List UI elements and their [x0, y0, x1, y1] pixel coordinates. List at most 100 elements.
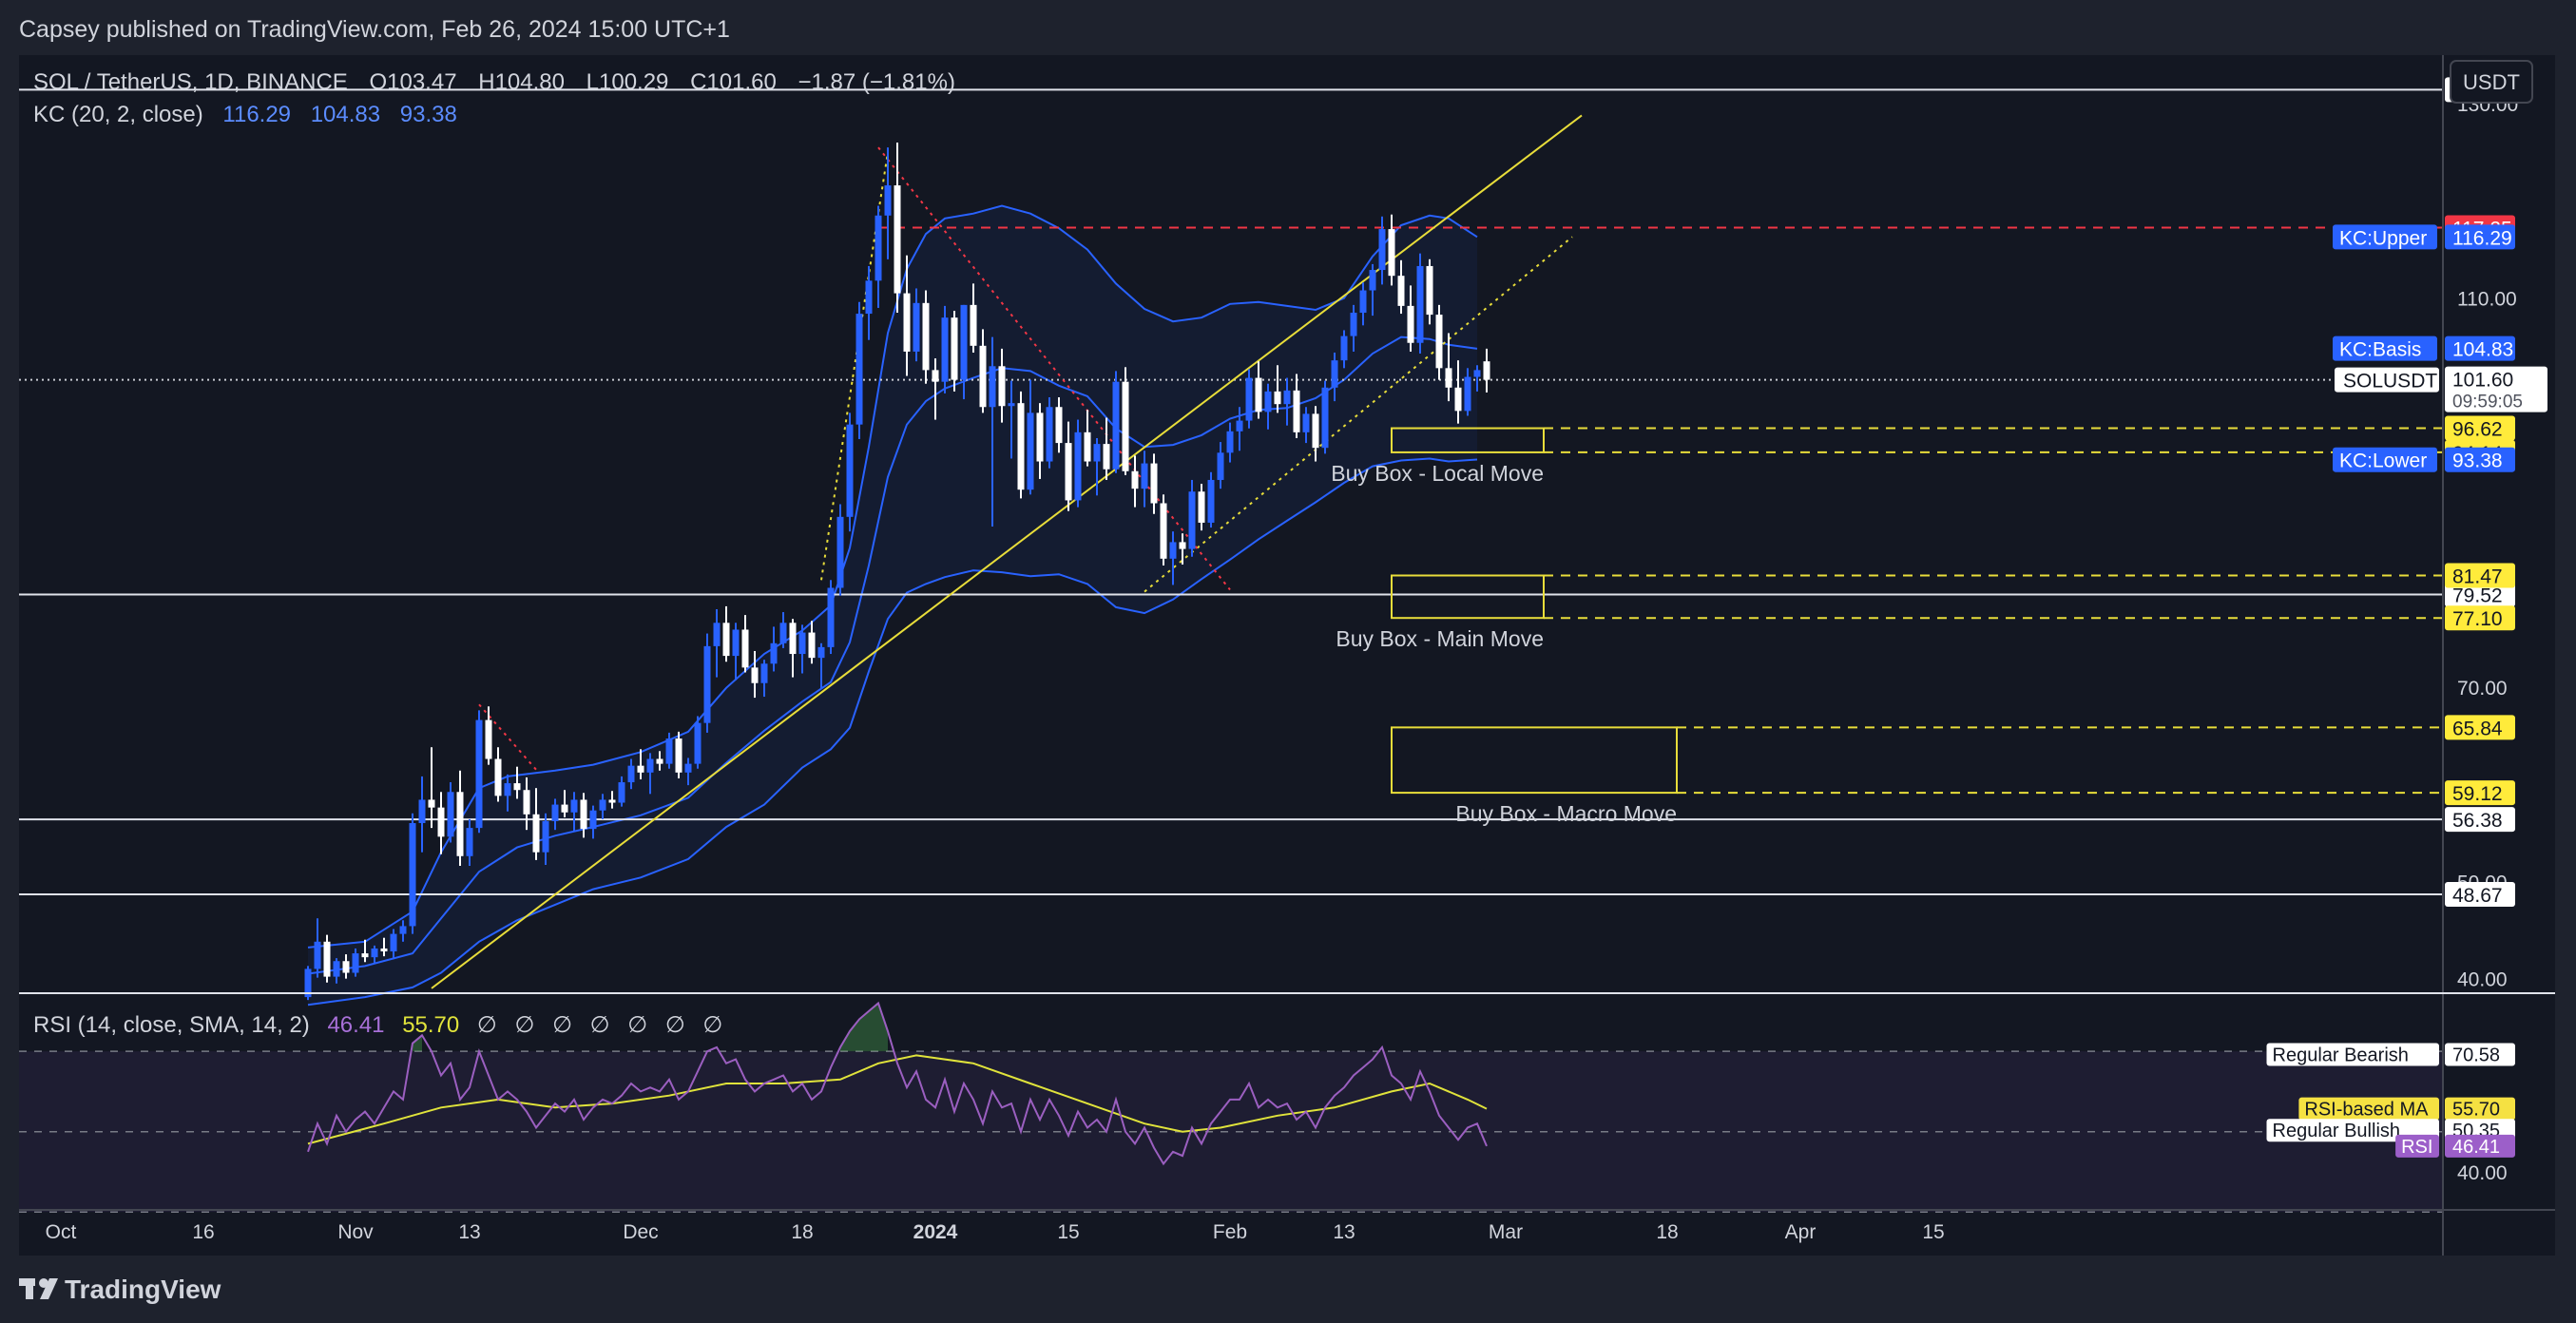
buy-box[interactable] [1391, 574, 1545, 620]
candle-body[interactable] [627, 765, 635, 783]
candle-body[interactable] [561, 804, 568, 813]
candle-body[interactable] [1217, 452, 1224, 480]
candle-body[interactable] [390, 933, 397, 952]
candle-body[interactable] [1416, 265, 1424, 343]
candle-body[interactable] [418, 799, 426, 824]
candle-body[interactable] [437, 807, 445, 837]
candle-body[interactable] [314, 941, 321, 969]
candle-body[interactable] [798, 632, 806, 655]
candle-body[interactable] [1264, 391, 1272, 412]
candle-body[interactable] [970, 304, 977, 346]
rsi-legend[interactable]: RSI (14, close, SMA, 14, 2) 46.41 55.70 … [33, 1012, 722, 1038]
candle-body[interactable] [789, 623, 797, 655]
candle-body[interactable] [1283, 390, 1291, 405]
candle-body[interactable] [361, 953, 369, 958]
candle-body[interactable] [1084, 431, 1091, 462]
rsi-ma-line[interactable] [307, 1054, 1488, 1145]
candle-body[interactable] [656, 758, 663, 764]
candle-body[interactable] [570, 799, 578, 813]
candle-body[interactable] [399, 926, 407, 934]
candle-body[interactable] [846, 424, 854, 517]
candle-body[interactable] [304, 968, 312, 998]
candle-body[interactable] [1065, 443, 1072, 501]
candle-body[interactable] [1321, 387, 1329, 449]
candle-body[interactable] [428, 799, 435, 808]
candle-body[interactable] [722, 623, 730, 657]
candle-body[interactable] [380, 948, 388, 952]
candle-body[interactable] [1122, 381, 1129, 471]
tradingview-logo[interactable]: TradingView [19, 1275, 221, 1304]
candle-body[interactable] [542, 820, 549, 853]
candle-body[interactable] [589, 810, 597, 830]
candle-body[interactable] [675, 738, 682, 773]
candle-body[interactable] [741, 629, 749, 668]
candle-body[interactable] [1093, 444, 1101, 462]
candle-body[interactable] [485, 719, 492, 759]
candle-body[interactable] [827, 587, 835, 647]
trendline[interactable] [877, 146, 1231, 591]
candle-body[interactable] [770, 642, 778, 664]
candle-body[interactable] [1046, 407, 1053, 462]
candle-body[interactable] [1074, 431, 1082, 501]
candle-body[interactable] [998, 366, 1006, 407]
candle-body[interactable] [960, 304, 968, 380]
candle-body[interactable] [608, 799, 616, 803]
candle-body[interactable] [1245, 377, 1253, 421]
candle-body[interactable] [1464, 376, 1471, 412]
candle-body[interactable] [1350, 313, 1357, 336]
candle-body[interactable] [1236, 420, 1243, 431]
candle-body[interactable] [333, 961, 340, 977]
candle-body[interactable] [941, 317, 949, 382]
candle-body[interactable] [618, 782, 625, 803]
candle-body[interactable] [1426, 265, 1433, 316]
candle-body[interactable] [751, 667, 759, 683]
candle-body[interactable] [646, 758, 654, 773]
candle-body[interactable] [599, 799, 606, 811]
candle-body[interactable] [1055, 407, 1063, 444]
candle-body[interactable] [884, 185, 892, 216]
candle-body[interactable] [1008, 403, 1015, 407]
candle-body[interactable] [684, 763, 692, 773]
candle-body[interactable] [1397, 276, 1405, 306]
candle-body[interactable] [342, 961, 350, 973]
candle-body[interactable] [760, 663, 768, 683]
candle-body[interactable] [1150, 463, 1158, 504]
candle-body[interactable] [779, 623, 787, 643]
candle-body[interactable] [1017, 403, 1025, 490]
candle-body[interactable] [1435, 315, 1443, 369]
candle-body[interactable] [1407, 305, 1414, 343]
candle-body[interactable] [1131, 470, 1139, 489]
symbol-legend[interactable]: SOL / TetherUS, 1D, BINANCE O103.47 H104… [33, 69, 955, 127]
candle-body[interactable] [951, 317, 958, 380]
candle-body[interactable] [637, 765, 644, 773]
candle-body[interactable] [979, 345, 987, 408]
candle-body[interactable] [1340, 336, 1348, 361]
candle-body[interactable] [523, 790, 530, 815]
candle-body[interactable] [1312, 413, 1319, 449]
candle-body[interactable] [1331, 360, 1338, 388]
candle-body[interactable] [703, 645, 711, 723]
buy-boxes[interactable]: Buy Box - Local Move Buy Box - Main Move B… [1331, 427, 2443, 827]
candle-body[interactable] [894, 185, 901, 294]
candle-body[interactable] [989, 366, 996, 408]
candle-body[interactable] [1359, 290, 1367, 314]
candle-body[interactable] [1179, 542, 1186, 549]
candle-body[interactable] [855, 314, 863, 425]
candle-body[interactable] [409, 823, 416, 927]
candle-body[interactable] [447, 792, 454, 837]
candle-body[interactable] [475, 719, 483, 829]
time-axis[interactable]: Oct 16 Nov 13 Dec 18 2024 15 Feb 13 Mar 18 Apr 15 [46, 1221, 1945, 1243]
candle-body[interactable] [532, 814, 540, 853]
candle-body[interactable] [466, 828, 473, 856]
candle-body[interactable] [1188, 491, 1196, 549]
candle-body[interactable] [1141, 463, 1148, 489]
candle-body[interactable] [323, 941, 331, 977]
candle-body[interactable] [817, 646, 825, 659]
rsi-line[interactable] [307, 1001, 1488, 1166]
candle-body[interactable] [1483, 361, 1490, 380]
candle-body[interactable] [551, 804, 559, 821]
candle-body[interactable] [494, 758, 502, 796]
candle-body[interactable] [665, 738, 673, 764]
candle-body[interactable] [352, 953, 359, 973]
candle-body[interactable] [456, 792, 464, 856]
